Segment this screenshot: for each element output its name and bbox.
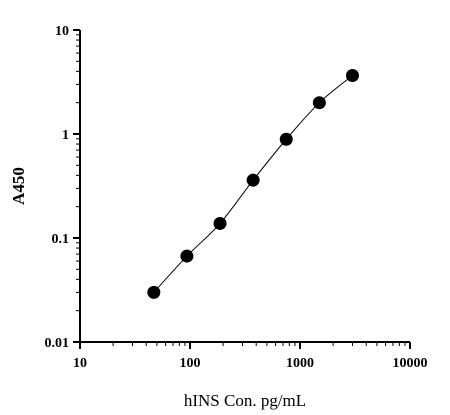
x-tick-label: 1000 (286, 356, 314, 371)
data-point (180, 249, 194, 263)
x-axis-title: hINS Con. pg/mL (184, 391, 306, 410)
data-point (345, 69, 359, 83)
x-tick-label: 10 (73, 356, 87, 371)
y-tick-label: 0.01 (45, 336, 70, 351)
data-points (147, 69, 359, 299)
data-point (246, 173, 260, 187)
x-tick-label: 10000 (393, 356, 428, 371)
y-tick-label: 1 (62, 128, 69, 143)
y-tick-label: 0.1 (52, 232, 70, 247)
axes (79, 30, 410, 343)
x-tick-label: 100 (180, 356, 201, 371)
tick-labels: 10 100 1000 10000 0.01 0.1 1 10 (45, 24, 428, 371)
data-point (279, 132, 293, 146)
data-point (147, 285, 161, 299)
ticks (73, 29, 411, 349)
y-axis-title: A450 (9, 167, 28, 205)
data-point (312, 96, 326, 110)
y-tick-label: 10 (55, 24, 69, 39)
data-point (213, 216, 227, 230)
